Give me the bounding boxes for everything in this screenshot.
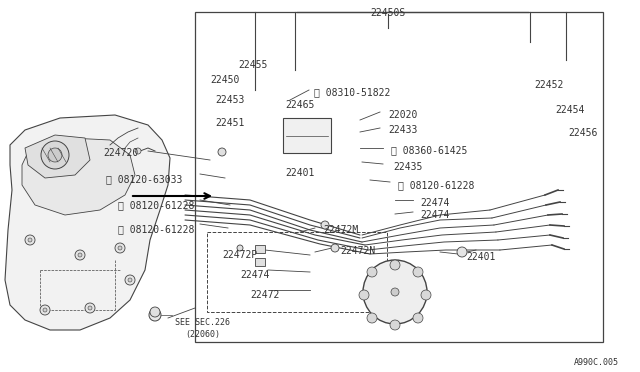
Circle shape (359, 290, 369, 300)
Circle shape (457, 247, 467, 257)
Text: 22020: 22020 (388, 110, 417, 120)
Text: 22472P: 22472P (222, 250, 257, 260)
Circle shape (390, 320, 400, 330)
Circle shape (75, 250, 85, 260)
Text: SEE SEC.226: SEE SEC.226 (175, 318, 230, 327)
Text: 22401: 22401 (466, 252, 495, 262)
Circle shape (331, 244, 339, 252)
Circle shape (413, 267, 423, 277)
Text: 22454: 22454 (555, 105, 584, 115)
Circle shape (48, 148, 62, 162)
Circle shape (78, 253, 82, 257)
Text: 22465: 22465 (285, 100, 314, 110)
Text: Ⓑ 08120-61228: Ⓑ 08120-61228 (398, 180, 474, 190)
Text: 22435: 22435 (393, 162, 422, 172)
Circle shape (25, 235, 35, 245)
Circle shape (125, 275, 135, 285)
Circle shape (41, 141, 69, 169)
Text: 22474: 22474 (240, 270, 269, 280)
Polygon shape (22, 138, 135, 215)
Text: 22456: 22456 (568, 128, 597, 138)
Circle shape (391, 288, 399, 296)
Circle shape (390, 260, 400, 270)
Circle shape (421, 290, 431, 300)
Text: Ⓑ 08120-61228: Ⓑ 08120-61228 (118, 224, 195, 234)
Text: 22453: 22453 (215, 95, 244, 105)
Text: 22472N: 22472N (340, 246, 375, 256)
Circle shape (128, 278, 132, 282)
Text: 224720: 224720 (103, 148, 138, 158)
Circle shape (321, 221, 329, 229)
Text: 22401: 22401 (285, 168, 314, 178)
Bar (255, 245, 265, 253)
Polygon shape (25, 135, 90, 178)
Bar (207, 232, 387, 312)
Circle shape (28, 238, 32, 242)
Bar (255, 258, 265, 266)
Circle shape (88, 306, 92, 310)
Text: 22474: 22474 (420, 198, 449, 208)
Text: (22060): (22060) (185, 330, 220, 339)
Circle shape (149, 309, 161, 321)
Text: Ⓢ 08310-51822: Ⓢ 08310-51822 (314, 87, 390, 97)
Text: Ⓑ 08120-61228: Ⓑ 08120-61228 (118, 200, 195, 210)
Circle shape (43, 308, 47, 312)
Text: Ⓑ 08120-63033: Ⓑ 08120-63033 (106, 174, 182, 184)
Text: Ⓢ 08360-61425: Ⓢ 08360-61425 (391, 145, 467, 155)
Circle shape (85, 303, 95, 313)
Text: 22474: 22474 (420, 210, 449, 220)
Circle shape (40, 305, 50, 315)
Circle shape (150, 307, 160, 317)
Circle shape (135, 148, 141, 154)
Text: 22450: 22450 (210, 75, 239, 85)
Bar (195, 12, 603, 342)
Bar (283, 118, 331, 153)
Circle shape (237, 245, 243, 251)
Circle shape (367, 313, 377, 323)
Circle shape (115, 243, 125, 253)
Text: 22451: 22451 (215, 118, 244, 128)
Circle shape (413, 313, 423, 323)
Text: A990C.005: A990C.005 (574, 358, 619, 367)
Text: 22450S: 22450S (371, 8, 406, 18)
Text: 22452: 22452 (534, 80, 563, 90)
Circle shape (363, 260, 427, 324)
Circle shape (367, 267, 377, 277)
Circle shape (118, 246, 122, 250)
Text: 22472: 22472 (250, 290, 280, 300)
Text: 22455: 22455 (238, 60, 268, 70)
Text: 22472M: 22472M (323, 225, 358, 235)
Polygon shape (5, 115, 170, 330)
Circle shape (218, 148, 226, 156)
Text: 22433: 22433 (388, 125, 417, 135)
